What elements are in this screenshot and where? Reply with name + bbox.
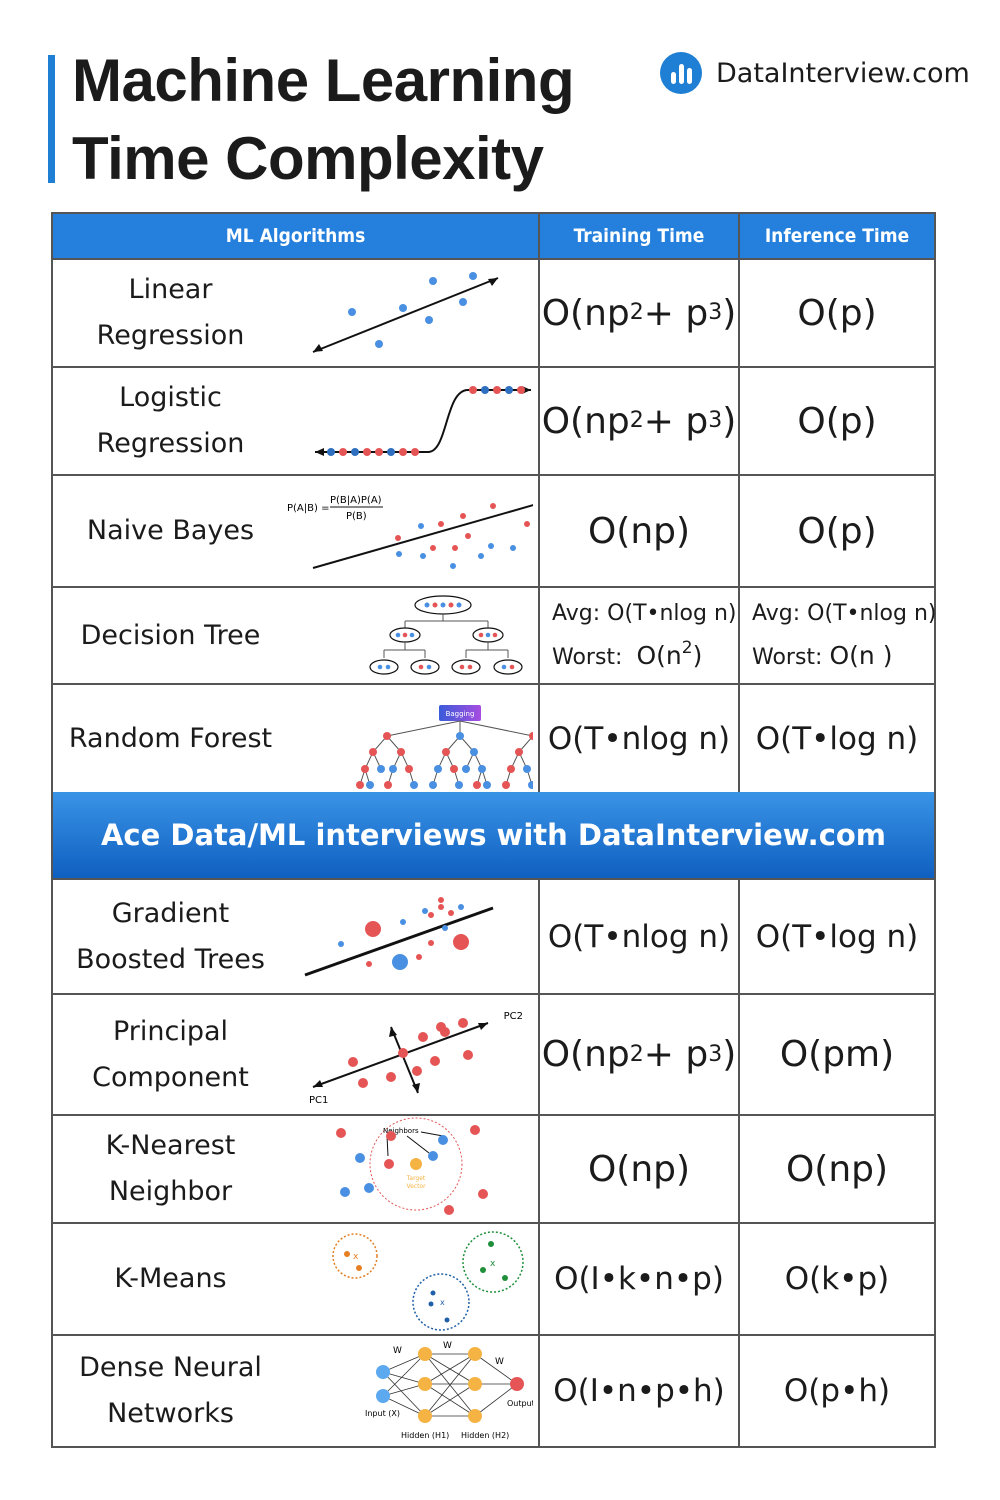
svg-text:P(B): P(B) xyxy=(346,511,367,522)
algorithm-cell: Dense Neural Networks W W W Input (X) Hidde… xyxy=(53,1336,540,1446)
table-row: K-Nearest Neighbor Neighbors Target Vecto… xyxy=(53,1116,934,1224)
algorithm-name: K-Nearest Neighbor xyxy=(105,1130,236,1207)
k-means-diagram: x x x xyxy=(332,1231,524,1331)
brand[interactable]: DataInterview.com xyxy=(660,52,970,94)
algorithm-cell: Naive Bayes P(A|B) = P(B|A)P(A) P(B) xyxy=(53,476,540,586)
complexity-table: ML Algorithms Training Time Inference Ti… xyxy=(51,212,937,1448)
algorithm-cell: Random Forest Bagging xyxy=(53,685,540,792)
pca-diagram: PC2 PC1 xyxy=(309,1011,523,1106)
svg-text:Bagging: Bagging xyxy=(446,710,475,718)
training-time: O(np 2 + p 3) xyxy=(540,368,740,474)
header-inference: Inference Time xyxy=(764,225,910,247)
inference-time: O(p) xyxy=(797,400,877,442)
inference-time: O(p) xyxy=(797,292,877,334)
table-row: Dense Neural Networks W W W Input (X) Hidde… xyxy=(53,1336,934,1446)
svg-text:PC1: PC1 xyxy=(309,1095,328,1106)
brand-name: DataInterview.com xyxy=(716,57,970,89)
algorithm-name: Logistic Regression xyxy=(96,382,245,459)
knn-diagram: Neighbors Target Vector xyxy=(336,1117,488,1215)
logistic-regression-diagram xyxy=(315,386,531,456)
algorithm-name: Decision Tree xyxy=(80,619,261,651)
neural-network-diagram: W W W Input (X) Hidden (H1) Hidden (H2) Ou… xyxy=(365,1341,533,1440)
svg-text:x: x xyxy=(440,1298,445,1307)
training-time: O(T•nlog n) xyxy=(540,685,740,792)
training-time: Avg: O(T•nlog n) Worst: O(n2) xyxy=(540,588,740,683)
table-row: Principal Component PC2 PC1 O(np 2 + p 3) O(… xyxy=(53,995,934,1116)
training-time: O(I•n•p•h) xyxy=(540,1336,740,1446)
inference-time: O(np) xyxy=(785,1148,889,1190)
svg-text:PC2: PC2 xyxy=(504,1011,523,1022)
inference-time: Avg: O(T•nlog n) Worst: O(n ) xyxy=(752,600,937,670)
training-time: O(T•nlog n) xyxy=(540,880,740,993)
training-time: O(np) xyxy=(540,476,740,586)
table-row: K-Means x x x O(I•k•n•p) O(k•p) xyxy=(53,1224,934,1336)
title-line-2: Time Complexity xyxy=(72,125,544,192)
training-time: O(np 2 + p 3) xyxy=(540,260,740,366)
title-accent-bar xyxy=(48,55,55,183)
promo-banner[interactable]: Ace Data/ML interviews with DataIntervie… xyxy=(53,792,934,880)
algorithm-name: Principal Component xyxy=(92,1015,249,1093)
table-row: Random Forest Bagging O(T•nlog n) O(T•lo… xyxy=(53,685,934,792)
inference-time: O(k•p) xyxy=(784,1261,890,1297)
algorithm-cell: K-Nearest Neighbor Neighbors Target Vecto… xyxy=(53,1116,540,1222)
random-forest-diagram: Bagging xyxy=(356,705,533,789)
linear-regression-diagram xyxy=(312,272,499,353)
svg-text:Vector: Vector xyxy=(406,1183,426,1190)
inference-time: O(pm) xyxy=(779,1034,895,1075)
svg-text:Neighbors: Neighbors xyxy=(383,1127,419,1135)
algorithm-cell: Principal Component PC2 PC1 xyxy=(53,995,540,1114)
table-row: Linear Regression O(np 2 + p 3) O(p) xyxy=(53,260,934,368)
svg-text:P(B|A)P(A): P(B|A)P(A) xyxy=(330,495,382,506)
training-time: O(np) xyxy=(540,1116,740,1222)
naive-bayes-diagram: P(A|B) = P(B|A)P(A) P(B) xyxy=(287,495,533,569)
algorithm-cell: Decision Tree xyxy=(53,588,540,683)
svg-text:Output (O): Output (O) xyxy=(507,1399,533,1408)
algorithm-name: Random Forest xyxy=(68,722,273,754)
svg-text:Target: Target xyxy=(406,1175,426,1182)
training-time: O(np 2 + p 3) xyxy=(540,995,740,1114)
inference-time: O(T•log n) xyxy=(755,720,919,757)
table-row: Logistic Regression O(np 2 + p 3) O(p) xyxy=(53,368,934,476)
algorithm-name: K-Means xyxy=(114,1263,227,1294)
svg-text:Input (X): Input (X) xyxy=(365,1409,400,1418)
title-line-1: Machine Learning xyxy=(72,47,575,114)
header-algorithms: ML Algorithms xyxy=(53,214,540,258)
decision-tree-diagram xyxy=(369,595,523,675)
svg-text:x: x xyxy=(353,1252,359,1262)
svg-text:W: W xyxy=(443,1341,452,1351)
table-row: Gradient Boosted Trees O(T•nlog n) O(T•lo… xyxy=(53,880,934,995)
svg-text:W: W xyxy=(495,1357,504,1367)
algorithm-name: Dense Neural Networks xyxy=(79,1352,262,1429)
table-row: Decision Tree Avg: O(T•nlog n) Worst: O(… xyxy=(53,588,937,685)
table-row: Naive Bayes P(A|B) = P(B|A)P(A) P(B) O(n… xyxy=(53,476,934,588)
page-title: Machine Learning Time Complexity xyxy=(72,42,575,198)
training-time: O(I•k•n•p) xyxy=(540,1224,740,1334)
algorithm-name: Gradient Boosted Trees xyxy=(76,897,265,975)
inference-time: O(T•log n) xyxy=(755,918,919,955)
inference-time: O(p•h) xyxy=(783,1373,891,1409)
svg-text:P(A|B) =: P(A|B) = xyxy=(287,503,329,514)
header-training: Training Time xyxy=(540,214,740,258)
algorithm-cell: Gradient Boosted Trees xyxy=(53,880,540,993)
svg-text:Hidden (H2): Hidden (H2) xyxy=(461,1431,509,1440)
svg-text:Hidden (H1): Hidden (H1) xyxy=(401,1431,449,1440)
algorithm-cell: Linear Regression xyxy=(53,260,540,366)
inference-time: O(p) xyxy=(797,510,877,552)
table-header: ML Algorithms Training Time Inference Ti… xyxy=(53,214,934,260)
algorithm-cell: Logistic Regression xyxy=(53,368,540,474)
algorithm-name: Linear Regression xyxy=(96,274,245,351)
algorithm-name: Naive Bayes xyxy=(86,515,255,546)
gradient-boosted-trees-diagram xyxy=(304,897,494,977)
algorithm-cell: K-Means x x x xyxy=(53,1224,540,1334)
brand-logo-icon xyxy=(660,52,702,94)
svg-text:x: x xyxy=(490,1259,496,1269)
svg-text:W: W xyxy=(393,1346,402,1356)
